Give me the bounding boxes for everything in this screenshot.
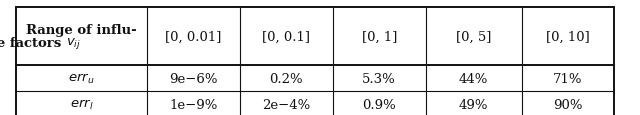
Text: 44%: 44% <box>459 72 488 85</box>
Text: [0, 10]: [0, 10] <box>546 30 590 43</box>
Text: [0, 0.1]: [0, 0.1] <box>262 30 310 43</box>
Text: $err_l$: $err_l$ <box>70 97 93 111</box>
Text: Range of influ-: Range of influ- <box>26 24 137 37</box>
Text: 90%: 90% <box>553 98 583 111</box>
Text: 9e−6%: 9e−6% <box>170 72 218 85</box>
Text: ence factors: ence factors <box>0 37 66 50</box>
Text: [0, 1]: [0, 1] <box>362 30 397 43</box>
Text: $err_u$: $err_u$ <box>68 72 95 85</box>
Text: 71%: 71% <box>553 72 583 85</box>
Text: 1e−9%: 1e−9% <box>170 98 218 111</box>
Text: 5.3%: 5.3% <box>362 72 396 85</box>
Text: 0.9%: 0.9% <box>362 98 396 111</box>
Text: [0, 0.01]: [0, 0.01] <box>165 30 222 43</box>
Text: [0, 5]: [0, 5] <box>456 30 492 43</box>
Text: 49%: 49% <box>459 98 488 111</box>
Text: 0.2%: 0.2% <box>269 72 303 85</box>
Text: $v_{ij}$: $v_{ij}$ <box>67 36 81 51</box>
Text: 2e−4%: 2e−4% <box>262 98 310 111</box>
